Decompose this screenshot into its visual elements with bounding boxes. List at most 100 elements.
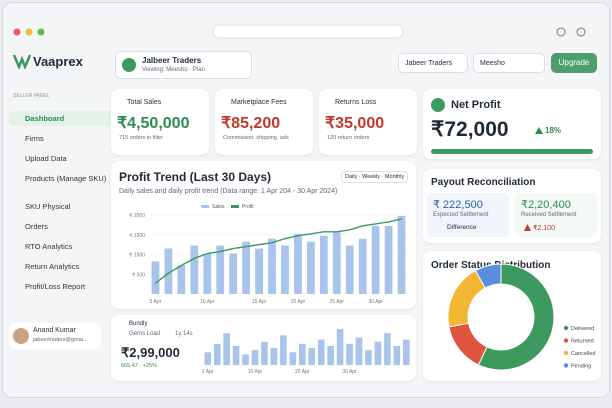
legend-label: Sales — [212, 204, 225, 210]
received-label: Received Settlement — [521, 212, 577, 218]
mini-bar — [336, 329, 344, 365]
user-name: Anand Kumar — [33, 327, 76, 334]
sidebar: SELLER PANEL Dashboard Firms Upload Data Pr… — [5, 89, 117, 389]
mini-x-label: 10 Apr — [248, 369, 263, 375]
kpi-label: Total Sales — [127, 99, 162, 106]
legend-dot — [563, 325, 569, 331]
kpi-card: Total Sales ₹4,50,000 715 orders in filter — [111, 89, 209, 155]
y-tick-label: ₹ 2000 — [129, 213, 145, 219]
mini-x-label: 30 Apr — [342, 369, 357, 375]
mini-badge: 1y 14s — [175, 331, 193, 337]
kpi-card: Marketplace Fees ₹85,200 Commission, shipp… — [215, 89, 313, 155]
mini-bar — [232, 345, 240, 365]
store-selector[interactable]: Jalbeer Traders Viewing: Meesho · Plan — [115, 51, 252, 79]
x-tick-label: 20 Apr — [291, 299, 306, 305]
bar — [268, 238, 276, 294]
x-tick-label: 25 Apr — [330, 299, 345, 305]
upgrade-button[interactable]: Upgrade — [551, 53, 597, 73]
mini-bar — [204, 352, 212, 365]
nav-item[interactable]: Dashboard — [9, 111, 117, 126]
bar — [164, 248, 173, 294]
mini-bar — [402, 339, 410, 365]
mini-bar — [242, 354, 249, 365]
mini-title: Bundly — [129, 321, 148, 327]
store-name: Jalbeer Traders — [142, 56, 202, 65]
payout-card: Payout Reconciliation ₹ 222,500 Expected… — [423, 169, 601, 243]
nav-item[interactable]: Firms — [25, 134, 44, 143]
kpi-value: ₹85,200 — [221, 115, 281, 132]
nav-item[interactable]: Return Analytics — [25, 262, 80, 271]
user-email: jabeertraders@gmai... — [33, 337, 88, 343]
user-box[interactable]: Anand Kumar jabeertraders@gmai... — [9, 323, 101, 349]
nav-item[interactable]: RTO Analytics — [25, 242, 73, 251]
legend-swatch — [201, 205, 209, 208]
received-value: ₹2,20,400 — [521, 199, 571, 211]
bar — [345, 245, 354, 294]
mini-bar — [355, 337, 363, 365]
mini-bar — [317, 339, 325, 365]
y-tick-label: ₹ 500 — [132, 272, 145, 278]
net-profit-label: Net Profit — [451, 99, 501, 111]
profit-chart: ₹ 500 ₹ 1000 ₹ 1500 ₹ 2000 Sales Profit 5 Apr 1… — [129, 204, 408, 305]
donut-slice — [447, 269, 486, 328]
mini-value: ₹2,99,000 — [121, 345, 180, 360]
x-tick-label: 15 Apr — [252, 299, 267, 305]
firm-filter[interactable]: Jabeer Traders — [398, 53, 468, 73]
kpi-card: Returns Loss ₹35,000 120 return orders — [319, 89, 417, 155]
nav-item[interactable]: SKU Physical — [25, 202, 71, 211]
window: Vaaprex Jalbeer Traders Viewing: Meesho … — [2, 2, 610, 398]
donut-chart: Delivered Returned Cancelled Pending — [447, 263, 595, 371]
sidebar-heading: SELLER PANEL — [13, 93, 50, 99]
net-profit-card: Net Profit ₹72,000 18% — [423, 89, 601, 159]
progress — [431, 149, 593, 154]
kpi-note: Commission, shipping, ads — [223, 135, 289, 141]
donut-slice — [474, 263, 502, 289]
logo-icon — [13, 54, 31, 69]
x-tick-label: 30 Apr — [368, 299, 383, 305]
nav-item[interactable]: Upload Data — [25, 154, 67, 163]
bar — [294, 233, 302, 294]
expected-value: ₹ 222,500 — [433, 199, 483, 211]
mini-x-label: 1 Apr — [202, 369, 214, 375]
mini-bar — [384, 333, 391, 365]
legend-dot — [563, 363, 569, 368]
mini-bar — [223, 333, 230, 365]
bar — [319, 235, 328, 294]
mini-bar — [393, 345, 401, 365]
bar — [242, 241, 251, 294]
mini-bar — [365, 350, 372, 365]
nav-item[interactable]: Orders — [25, 222, 48, 231]
mini-bar — [374, 341, 382, 365]
mini-note: 665.47 · +25% — [121, 363, 157, 369]
bar — [358, 238, 367, 294]
donut-slice — [477, 263, 555, 371]
mini-bar — [213, 343, 221, 365]
mini-chart: 1 Apr 10 Apr 20 Apr 30 Apr — [202, 329, 410, 375]
mini-bar — [261, 341, 268, 365]
profit-line — [155, 218, 402, 284]
range-toggle[interactable]: Daily · Weekly · Monthly — [341, 171, 409, 183]
order-status-card: Order Status Distribution Delivered Retur… — [423, 251, 601, 381]
nav-item[interactable]: Products (Manage SKU) — [25, 174, 107, 183]
legend-label: Profit — [242, 204, 254, 210]
legend-swatch — [231, 205, 239, 208]
nav-item[interactable]: Profit/Loss Report — [25, 282, 86, 291]
bar — [281, 245, 289, 294]
bar — [229, 253, 238, 294]
bar — [384, 225, 393, 294]
legend-label: Cancelled — [571, 351, 595, 357]
mini-bar — [308, 348, 316, 365]
marketplace-filter[interactable]: Meesho — [473, 53, 545, 73]
mini-bar — [327, 345, 334, 365]
net-profit-value: ₹72,000 — [431, 118, 509, 141]
x-tick-label: 10 Apr — [200, 299, 215, 305]
legend-dot — [563, 350, 569, 356]
legend-label: Pending — [571, 364, 591, 370]
bar — [332, 231, 341, 294]
mini-bar — [280, 335, 287, 365]
bar — [216, 245, 225, 294]
difference-value: ₹2,100 — [533, 225, 555, 232]
chart-title: Profit Trend (Last 30 Days) — [119, 170, 272, 184]
kpi-label: Marketplace Fees — [231, 99, 287, 106]
